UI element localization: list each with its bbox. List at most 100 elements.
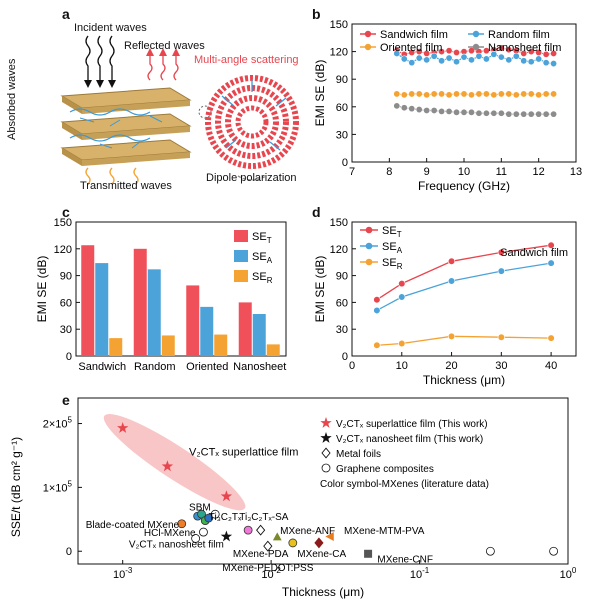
chart-b-point xyxy=(550,90,558,98)
chart-e-legend-marker xyxy=(320,432,332,443)
chart-e-panel: e 10-3 10-2 10-1 100 0 1×105 2×105 Thickness (μ… xyxy=(0,390,593,607)
chart-b-point xyxy=(475,90,483,98)
chart-b-point xyxy=(423,91,431,99)
chart-d-legend-marker xyxy=(365,226,373,234)
chart-e-legend-label: V₂CTₓ superlattice film (This work) xyxy=(336,419,488,430)
chart-d-y-tick-label: 90 xyxy=(336,271,348,283)
chart-b-point xyxy=(520,57,528,65)
chart-b-point xyxy=(512,110,520,118)
chart-e-point-label: Ti₃C₂Tₓ-SA xyxy=(239,512,289,523)
chart-c-bar xyxy=(133,248,147,356)
chart-d-point xyxy=(547,259,555,267)
chart-d-point xyxy=(373,306,381,315)
chart-b-y-tick-label: 120 xyxy=(330,47,348,59)
chart-d-point xyxy=(398,339,406,348)
chart-c-bar xyxy=(238,302,252,356)
chart-b-point xyxy=(535,110,543,118)
chart-b-point xyxy=(497,109,505,117)
chart-b-point xyxy=(505,46,513,54)
chart-c-bar xyxy=(252,314,266,356)
chart-b-x-tick-label: 10 xyxy=(458,166,470,178)
chart-d-point xyxy=(497,267,505,275)
chart-c-y-tick-label: 120 xyxy=(54,244,72,256)
chart-d-point xyxy=(447,277,456,285)
chart-c-bar xyxy=(214,334,228,356)
chart-e-point-label: SBM xyxy=(189,503,211,514)
chart-e-point xyxy=(549,546,559,556)
chart-d-legend-marker xyxy=(365,258,373,266)
chart-b-point xyxy=(438,57,446,65)
chart-d-y-tick-label: 150 xyxy=(330,217,348,229)
chart-c-bar xyxy=(147,269,161,356)
chart-b-x-tick-label: 8 xyxy=(386,166,392,178)
chart-b-series-line xyxy=(396,47,554,56)
chart-b-point xyxy=(520,110,528,118)
chart-b-legend-marker xyxy=(472,30,480,38)
chart-e-point xyxy=(220,530,233,542)
chart-e-point-label: MXene-CNF xyxy=(377,554,433,565)
chart-d-x-tick-label: 20 xyxy=(445,360,457,372)
chart-c-legend-swatch xyxy=(234,270,248,282)
chart-d-y-tick-label: 0 xyxy=(342,351,348,363)
chart-d-legend-label: SEA xyxy=(382,241,403,255)
chart-e-point-label: Ti₃C₂Tₓ xyxy=(209,512,242,523)
chart-c-legend-label: SER xyxy=(252,271,273,285)
chart-b-point xyxy=(535,55,543,63)
chart-e-point-label: Blade-coated MXene xyxy=(86,520,180,531)
chart-b-point xyxy=(460,108,468,116)
chart-c-bar xyxy=(186,285,200,356)
chart-b-series-line xyxy=(396,105,554,115)
chart-d-annotation: Sandwich film xyxy=(500,247,568,259)
chart-b-point xyxy=(460,53,468,61)
chart-b-point xyxy=(415,90,423,98)
chart-b-point xyxy=(445,107,453,115)
chart-b-point xyxy=(550,110,558,118)
chart-b-point xyxy=(438,107,446,115)
chart-e-point xyxy=(161,460,174,472)
chart-c-category-label: Nanosheet xyxy=(233,361,286,373)
chart-b-point xyxy=(393,102,401,110)
chart-e-point-label: V₂CTₓ nanosheet film xyxy=(129,540,224,551)
chart-b-point xyxy=(408,90,416,98)
chart-b-point xyxy=(460,90,468,98)
chart-d-x-tick-label: 40 xyxy=(545,360,557,372)
chart-b-y-tick-label: 60 xyxy=(336,102,348,114)
chart-b-point xyxy=(400,91,408,99)
chart-b-x-tick-label: 11 xyxy=(496,166,507,178)
chart-c-category-label: Random xyxy=(134,361,176,373)
chart-b-y-tick-label: 30 xyxy=(336,129,348,141)
chart-e-legend-label: Color symbol-MXenes (literature data) xyxy=(320,479,489,490)
chart-b-point xyxy=(467,56,475,64)
chart-b-point xyxy=(475,52,483,60)
chart-b-point xyxy=(527,90,535,98)
chart-d-point xyxy=(447,257,456,265)
chart-b-point xyxy=(467,108,475,116)
chart-b-point xyxy=(497,53,505,61)
panel-label-c: c xyxy=(62,204,70,220)
chart-b-legend-label: Oriented film xyxy=(380,42,442,54)
chart-d-y-tick-label: 60 xyxy=(336,297,348,309)
chart-b-point xyxy=(393,90,401,98)
chart-e-point xyxy=(243,525,253,535)
chart-b-point xyxy=(520,90,528,98)
chart-e-point xyxy=(272,532,282,541)
panel-label-a: a xyxy=(62,6,70,22)
chart-e-point xyxy=(325,532,334,541)
chart-e-x-axis-label: Thickness (μm) xyxy=(282,585,364,599)
chart-c-legend-swatch xyxy=(234,230,248,242)
chart-b-point xyxy=(520,49,528,57)
chart-e-y-axis-label: SSE/t (dB cm² g⁻¹) xyxy=(9,437,23,537)
chart-c-y-tick-label: 150 xyxy=(54,217,72,229)
chart-b-point xyxy=(542,50,550,58)
chart-b-x-tick-label: 13 xyxy=(570,166,582,178)
chart-b-point xyxy=(423,56,431,64)
chart-b-series-line xyxy=(396,93,554,96)
chart-c-panel: c 0 30 60 90 120 150 EMI SE (dB) Sandwich Random… xyxy=(0,198,300,388)
chart-d: 0 10 20 30 40 0 30 60 90 120 150 Thickness (μm) EMI … xyxy=(313,217,577,387)
chart-b-point xyxy=(527,58,535,66)
chart-c-bar xyxy=(81,245,95,356)
chart-e-point xyxy=(314,537,324,549)
chart-d-point xyxy=(547,241,555,249)
chart-e-x-tick-label: 100 xyxy=(560,566,577,581)
chart-b-point xyxy=(445,54,453,62)
